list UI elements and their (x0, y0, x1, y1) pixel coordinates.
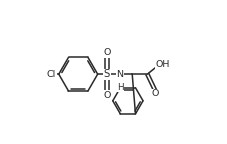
Text: H: H (117, 83, 123, 92)
Text: S: S (104, 69, 110, 79)
Text: O: O (103, 48, 111, 57)
Text: Cl: Cl (47, 70, 56, 79)
Text: N: N (116, 70, 123, 79)
Text: O: O (103, 91, 111, 100)
Text: OH: OH (155, 60, 170, 69)
Text: O: O (152, 89, 159, 98)
